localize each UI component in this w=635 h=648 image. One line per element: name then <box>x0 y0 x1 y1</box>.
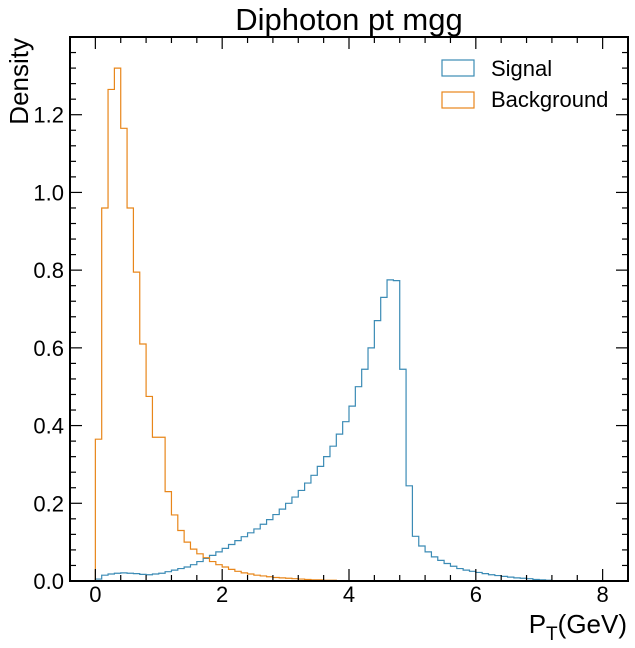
x-tick-label: 8 <box>597 582 609 607</box>
x-tick-label: 6 <box>470 582 482 607</box>
y-tick-label: 0.4 <box>33 414 64 439</box>
x-tick-label: 4 <box>343 582 355 607</box>
series-layer <box>94 67 566 582</box>
y-tick-label: 0.6 <box>33 336 64 361</box>
y-tick-label: 1.2 <box>33 103 64 128</box>
y-tick-label: 1.0 <box>33 180 64 205</box>
plot-frame <box>69 36 629 582</box>
legend: Signal Background <box>441 56 608 112</box>
x-axis-label: PT(GeV) <box>529 609 627 645</box>
y-tick-label: 0.8 <box>33 258 64 283</box>
legend-swatch-background <box>441 91 475 109</box>
x-axis-label-main: P <box>529 609 546 639</box>
x-tick-label: 2 <box>216 582 228 607</box>
series-background-histogram <box>94 67 344 582</box>
y-tick-label: 0.0 <box>33 569 64 594</box>
x-axis-label-sub: T <box>546 624 558 645</box>
x-tick-label: 0 <box>89 582 101 607</box>
legend-swatch-signal <box>441 59 475 77</box>
y-axis-label: Density <box>4 38 34 125</box>
x-axis-label-rest: (GeV) <box>558 609 627 639</box>
plot-area <box>69 36 629 582</box>
tick-marks <box>69 37 629 582</box>
x-tick-labels: 0 2 4 6 8 <box>89 582 609 607</box>
legend-label-signal: Signal <box>491 56 552 81</box>
series-signal-histogram <box>94 279 566 582</box>
y-tick-labels: 0.0 0.2 0.4 0.6 0.8 1.0 1.2 <box>33 103 64 594</box>
chart-title: Diphoton pt mgg <box>235 2 462 37</box>
y-tick-label: 0.2 <box>33 491 64 516</box>
legend-label-background: Background <box>491 87 608 112</box>
